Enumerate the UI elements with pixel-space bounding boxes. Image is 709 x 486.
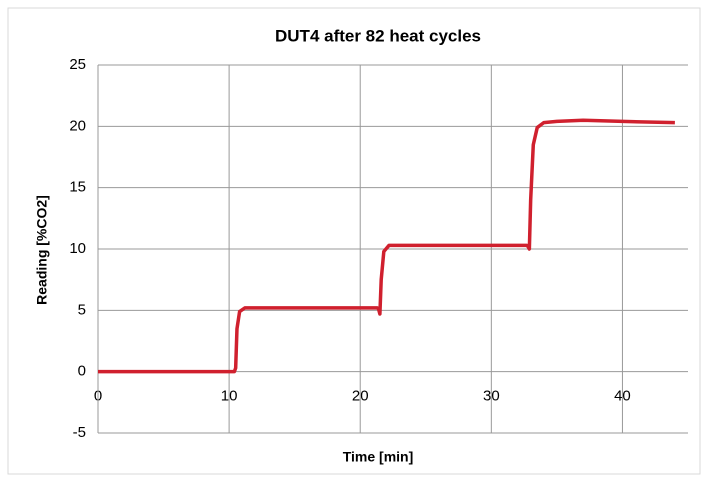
x-axis-title: Time [min] [343, 449, 414, 465]
y-tick-label: 10 [69, 240, 86, 257]
y-axis-title: Reading [%CO2] [34, 195, 50, 305]
y-tick-label: 0 [78, 363, 86, 380]
data-line [98, 118, 675, 374]
y-tick-label: 25 [69, 56, 86, 73]
y-tick-label: 20 [69, 117, 86, 134]
y-tick-label: 15 [69, 179, 86, 196]
chart-border [7, 7, 701, 475]
chart-title: DUT4 after 82 heat cycles [275, 26, 481, 45]
y-tick-label: -5 [73, 424, 86, 441]
y-tick-label: 5 [78, 301, 86, 318]
